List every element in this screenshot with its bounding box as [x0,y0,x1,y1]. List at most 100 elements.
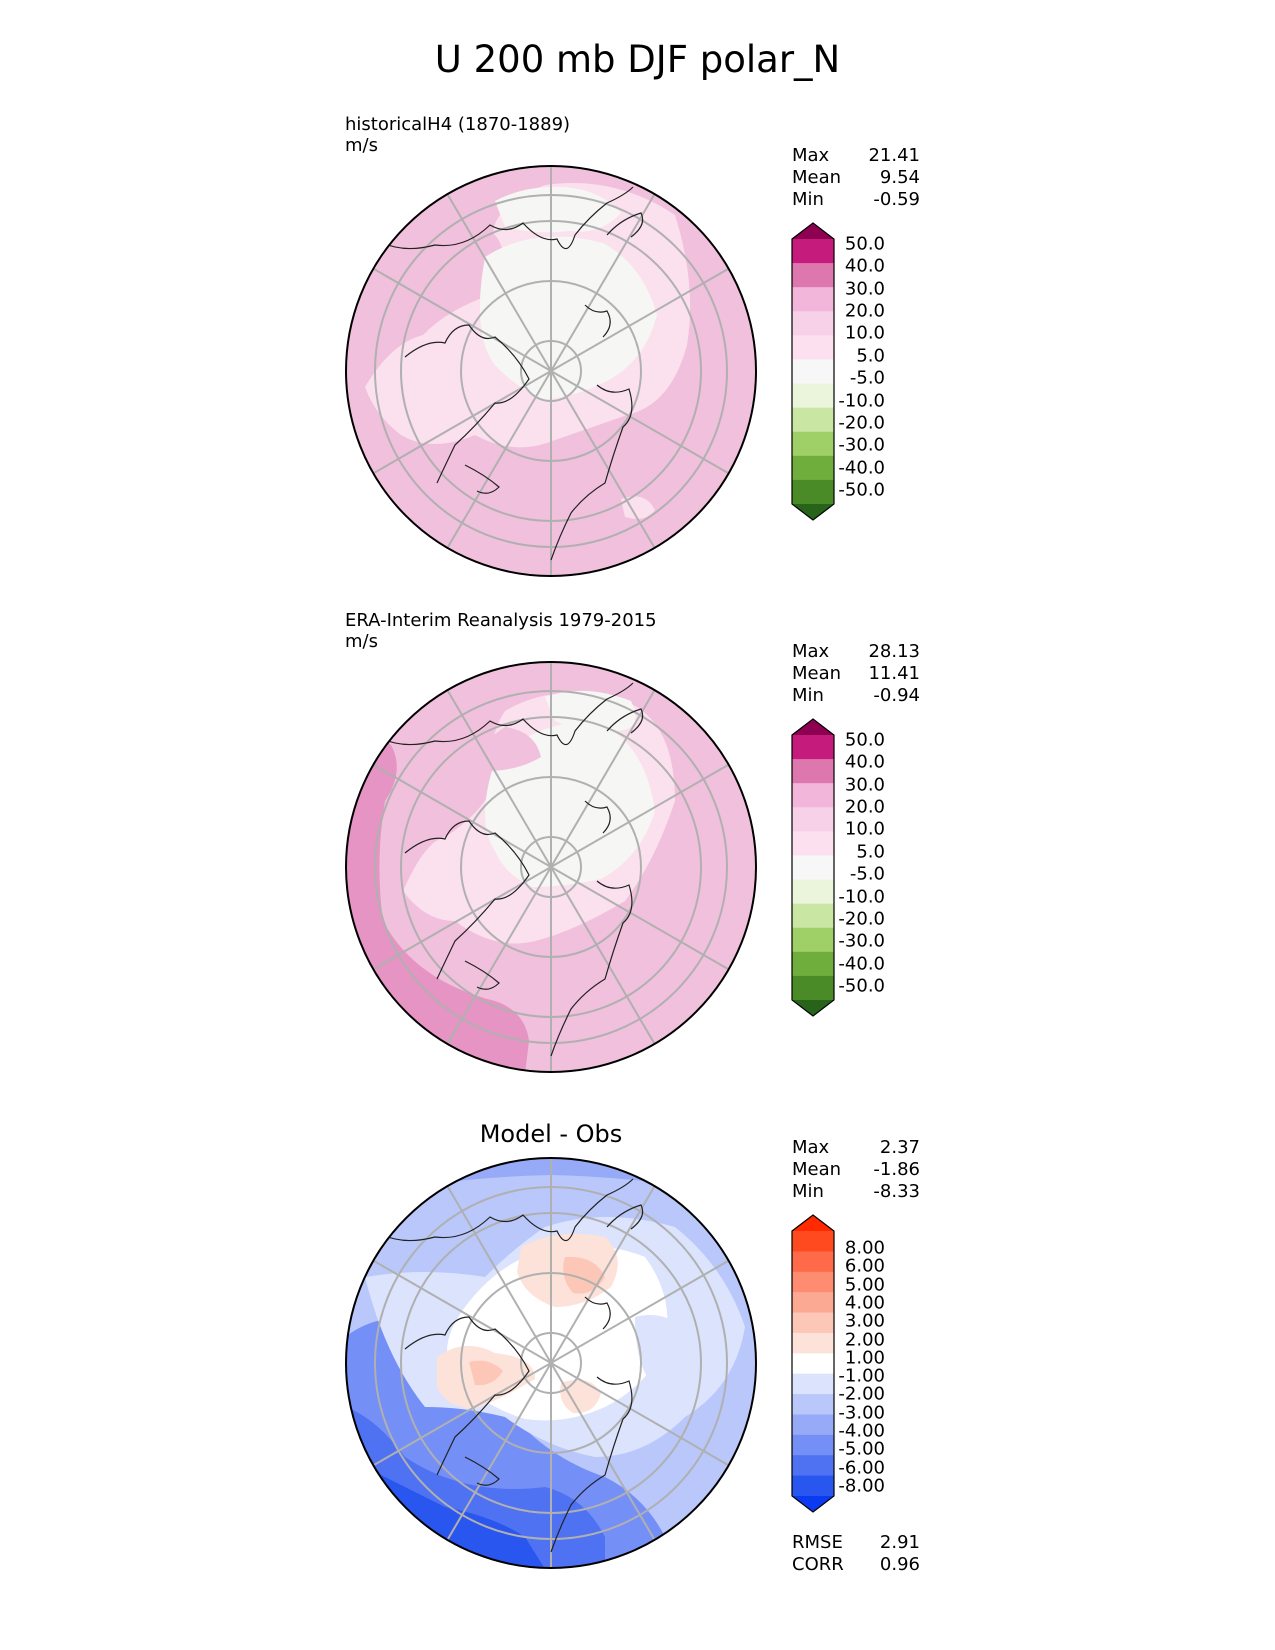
colorbar-segment [792,407,834,433]
panel-obs-dataset-label: ERA-Interim Reanalysis 1979-2015 [345,610,657,631]
colorbar-segment [792,263,834,288]
panel-diff-colorbar-ticks: 8.00 6.00 5.00 4.00 3.00 2.00 1.00 -1.00 -2.00 -3… [836,1238,885,1497]
colorbar-tick-label: 30.0 [844,774,885,796]
stat-label: Min [792,1181,824,1202]
colorbar-segment [792,927,834,953]
panel-model-polar-map [345,165,757,577]
panel-diff-colorbar [791,1214,835,1513]
colorbar-segment [792,383,834,409]
colorbar-segment [792,1231,834,1252]
colorbar-tick-label: -30.0 [838,930,885,952]
colorbar-tick-label: -3.00 [838,1402,885,1424]
stat-value: -0.94 [873,685,920,706]
stat-row-min: Min -0.59 [792,189,920,211]
colorbar-segment [792,1000,834,1016]
colorbar-segment [792,1292,834,1314]
colorbar-tick-label: -5.0 [849,367,885,389]
panel-model-colorbar-ticks: 50.0 40.0 30.0 20.0 10.0 5.0 -5.0 -10.0 -20.0 -30… [836,234,885,501]
colorbar-tick-label: 50.0 [844,729,885,751]
panel-model-label: historicalH4 (1870-1889) m/s [345,114,570,156]
colorbar-segment [792,1455,834,1477]
panel-model-units-label: m/s [345,135,378,156]
colorbar-segment [792,1251,834,1273]
stat-label: Mean [792,167,842,188]
stat-row-mean: Mean -1.86 [792,1159,920,1181]
metric-row-rmse: RMSE 2.91 [792,1532,920,1554]
colorbar-tick-label: 5.0 [856,345,885,367]
colorbar-tick-label: 40.0 [844,751,885,773]
colorbar-tick-label: 30.0 [844,278,885,300]
colorbar-tick-label: 20.0 [844,300,885,322]
colorbar-segment [792,903,834,929]
panel-obs-colorbar [791,718,835,1017]
colorbar-tick-label: 3.00 [844,1310,885,1332]
metric-value: 2.91 [879,1532,920,1553]
colorbar-segment [792,855,834,881]
colorbar-tick-label: -30.0 [838,434,885,456]
colorbar-segment [792,1312,834,1334]
colorbar-segment [792,1373,834,1395]
colorbar-segment [792,1475,834,1497]
colorbar-segment [792,975,834,1001]
colorbar-tick-label: -6.00 [838,1457,885,1479]
colorbar-segment [792,831,834,857]
stat-value: 28.13 [868,641,920,662]
colorbar-tick-label: 1.00 [844,1347,885,1369]
colorbar-tick-label: 8.00 [844,1237,885,1259]
stat-value: 21.41 [868,145,920,166]
colorbar-segment [792,335,834,361]
colorbar-tick-label: -8.00 [838,1475,885,1497]
colorbar-tick-label: -2.00 [838,1383,885,1405]
colorbar-outline [791,222,835,521]
stat-value: -0.59 [873,189,920,210]
colorbar-tick-label: -50.0 [838,479,885,501]
stat-row-min: Min -8.33 [792,1181,920,1203]
colorbar-tick-label: 10.0 [844,818,885,840]
colorbar-tick-label: -10.0 [838,886,885,908]
colorbar-outline [791,1214,835,1513]
stat-value: 2.37 [879,1137,920,1158]
colorbar-segment [792,951,834,977]
metric-row-corr: CORR 0.96 [792,1554,920,1576]
colorbar-tick-label: 20.0 [844,796,885,818]
colorbar-segment [792,223,834,239]
panel-obs-stats: Max 28.13 Mean 11.41 Min -0.94 [792,641,920,707]
stat-label: Mean [792,1159,842,1180]
colorbar-segment [792,1434,834,1456]
colorbar-segment [792,504,834,520]
metric-value: 0.96 [879,1554,920,1575]
colorbar-tick-label: 6.00 [844,1255,885,1277]
stat-value: -1.86 [873,1159,920,1180]
colorbar-segment [792,759,834,784]
colorbar-tick-label: 10.0 [844,322,885,344]
stat-row-min: Min -0.94 [792,685,920,707]
colorbar-tick-label: -50.0 [838,975,885,997]
colorbar-segment [792,1394,834,1416]
colorbar-tick-label: 4.00 [844,1292,885,1314]
colorbar-segment [792,807,834,832]
colorbar-segment [792,1496,834,1512]
colorbar-outline [791,718,835,1017]
metric-label: CORR [792,1554,844,1575]
colorbar-segment [792,431,834,457]
colorbar-segment [792,719,834,735]
stat-row-mean: Mean 11.41 [792,663,920,685]
panel-diff-metrics: RMSE 2.91 CORR 0.96 [792,1532,920,1576]
colorbar-segment [792,1271,834,1293]
colorbar-segment [792,1414,834,1436]
stat-label: Min [792,685,824,706]
colorbar-tick-label: -20.0 [838,412,885,434]
stat-label: Max [792,1137,830,1158]
colorbar-segment [792,359,834,385]
stat-row-max: Max 28.13 [792,641,920,663]
colorbar-tick-label: 5.0 [856,841,885,863]
colorbar-segment [792,287,834,312]
stat-value: 9.54 [879,167,920,188]
panel-obs-label: ERA-Interim Reanalysis 1979-2015 m/s [345,610,657,652]
colorbar-segment [792,311,834,336]
colorbar-tick-label: 5.00 [844,1274,885,1296]
colorbar-segment [792,879,834,905]
stat-label: Min [792,189,824,210]
stat-value: 11.41 [868,663,920,684]
colorbar-tick-label: -40.0 [838,953,885,975]
